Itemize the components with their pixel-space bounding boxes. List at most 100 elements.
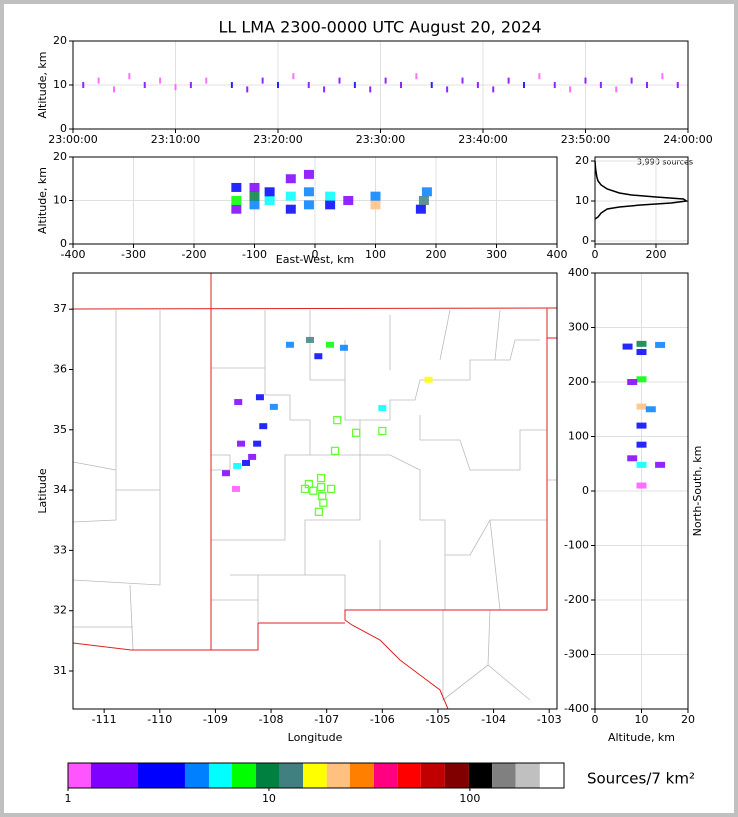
altitude-histogram (594, 160, 689, 220)
source-cluster (248, 453, 257, 460)
source-cluster (249, 200, 260, 210)
source-cluster (378, 405, 387, 412)
y-tick-label: 32 (53, 604, 67, 617)
colorbar-segment (420, 763, 445, 788)
y-tick-label: -400 (564, 702, 589, 715)
source-cluster (253, 440, 262, 447)
station (378, 426, 387, 436)
source-cluster (627, 455, 638, 462)
source-cluster (415, 73, 418, 80)
station (300, 484, 310, 494)
marks (594, 160, 689, 220)
source-cluster (232, 485, 241, 492)
source-cluster (676, 82, 679, 88)
y-tick-label: 36 (53, 362, 67, 375)
colorbar-tick-label: 1 (65, 792, 72, 805)
station (316, 482, 326, 492)
marks (231, 169, 432, 214)
station (309, 486, 318, 495)
x-tick-label: 0 (592, 713, 599, 726)
source-cluster (285, 341, 294, 348)
source-cluster (523, 82, 525, 88)
source-cluster (507, 77, 510, 84)
colorbar-segment (349, 763, 374, 788)
x-tick-label: -300 (121, 248, 146, 261)
colorbar-segment (515, 763, 540, 788)
x-tick-label: 0 (312, 248, 319, 261)
source-cluster (221, 470, 230, 477)
source-cluster (636, 349, 647, 356)
source-cluster (569, 86, 572, 93)
x-axis-label: East-West, km (276, 253, 354, 266)
station (333, 415, 342, 425)
y-tick-label: 400 (568, 266, 589, 279)
x-axis-label: Longitude (288, 731, 343, 744)
source-cluster (630, 77, 633, 84)
source-cluster (264, 187, 275, 197)
source-cluster (370, 200, 381, 210)
source-cluster (370, 191, 381, 201)
source-cluster (325, 191, 336, 201)
source-cluster (159, 77, 162, 84)
colorbar-segment (492, 763, 516, 788)
source-cluster (97, 77, 100, 84)
x-tick-label: 400 (547, 248, 568, 261)
y-tick-label: 100 (568, 430, 589, 443)
source-cluster (128, 73, 131, 80)
marks (221, 336, 433, 516)
y-tick-label: 10 (53, 78, 67, 91)
y-tick-label: 20 (575, 154, 589, 167)
source-cluster (476, 82, 479, 88)
colorbar-segment (397, 763, 421, 788)
station (319, 498, 328, 507)
source-cluster (424, 376, 433, 383)
x-tick-label: 100 (365, 248, 386, 261)
source-cluster (538, 73, 541, 80)
colorbar-segment (68, 763, 91, 788)
source-cluster (237, 440, 246, 447)
source-cluster (234, 399, 243, 406)
source-cluster (285, 204, 296, 214)
source-cluster (249, 182, 260, 192)
x-tick-label: 10 (635, 713, 649, 726)
source-cluster (323, 86, 326, 93)
axes-frame (72, 40, 689, 130)
colorbar-segment (137, 763, 185, 788)
source-cluster (303, 187, 314, 197)
y-tick-label: 10 (575, 194, 589, 207)
y-tick-label: 0 (582, 234, 589, 247)
source-cluster (231, 196, 242, 205)
x-tick-label: 200 (645, 248, 666, 261)
colorbar-segment (208, 763, 232, 788)
source-cluster (303, 200, 314, 210)
source-cluster (261, 77, 264, 84)
source-cluster (303, 169, 314, 179)
x-tick-label: 23:40:00 (458, 133, 507, 146)
source-cluster (231, 182, 242, 192)
x-tick-label: 0 (592, 248, 599, 261)
colorbar-segment (539, 763, 564, 788)
station (352, 428, 361, 437)
source-cluster (174, 84, 177, 91)
x-tick-label: -103 (537, 713, 562, 726)
source-cluster (430, 82, 433, 88)
title: LL LMA 2300-0000 UTC August 20, 2024 (218, 18, 541, 37)
source-cluster (636, 461, 647, 468)
x-tick-label: 23:20:00 (253, 133, 302, 146)
source-cluster (461, 77, 464, 84)
x-tick-label: -108 (259, 713, 284, 726)
source-cluster (599, 82, 602, 88)
source-cluster (655, 341, 666, 348)
x-tick-label: 200 (426, 248, 447, 261)
y-tick-label: 200 (568, 375, 589, 388)
source-cluster (242, 459, 251, 466)
source-cluster (645, 406, 656, 413)
source-cluster (264, 196, 275, 205)
colorbar-segment (279, 763, 304, 788)
source-cluster (233, 462, 242, 469)
axes-frame (72, 272, 558, 710)
x-tick-label: 20 (681, 713, 695, 726)
x-tick-label: -106 (370, 713, 395, 726)
source-cluster (636, 441, 647, 448)
